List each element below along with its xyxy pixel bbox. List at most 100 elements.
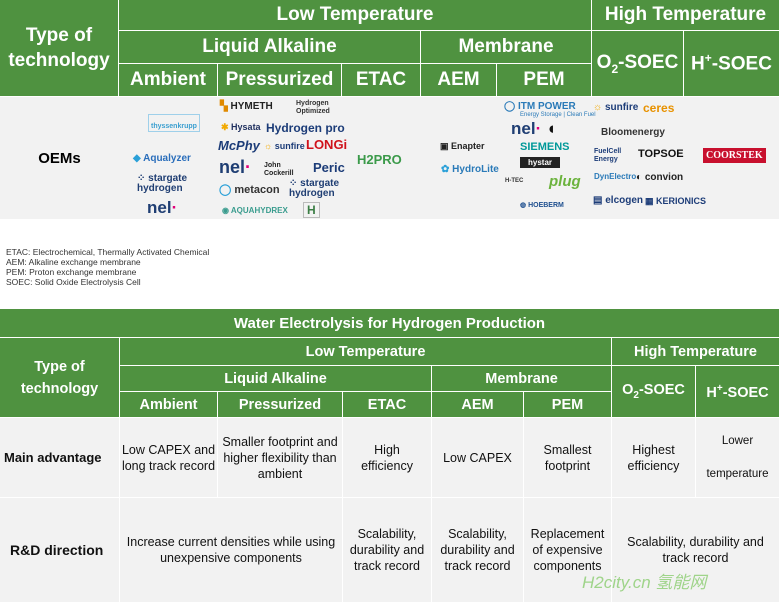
rd-direction-aem: Scalability, durability and track record	[432, 498, 524, 602]
metacon-icon: ◯	[219, 184, 235, 196]
bottom-title-text: Water Electrolysis for Hydrogen Producti…	[233, 314, 546, 332]
hydrolite-text: HydroLite	[452, 164, 499, 175]
rd-direction-pem-text: Replacement of expensive components	[530, 527, 605, 573]
top-low-temp-text: Low Temperature	[276, 4, 434, 25]
top-membrane-header: Membrane	[421, 31, 592, 64]
logo-hydrogen-optimized: Hydrogen Optimized	[296, 100, 330, 115]
stargate-pressurized-text: stargate hydrogen	[289, 178, 340, 199]
top-o2-soec-header: O2-SOEC	[592, 31, 684, 97]
hoeberm-icon: ◍	[520, 202, 529, 209]
bottom-etac-header: ETAC	[343, 392, 432, 418]
cummins-icon: ◖	[541, 119, 557, 138]
top-pressurized-text: Pressurized	[225, 69, 334, 90]
logo-john-cockerill: John Cockerill	[264, 162, 302, 178]
logo-thyssenkrupp: thyssenkrupp	[148, 114, 200, 132]
hydrolite-icon: ✿	[441, 164, 453, 175]
bottom-membrane-text: Membrane	[485, 370, 558, 387]
rd-direction-aem-text: Scalability, durability and track record	[440, 527, 515, 573]
top-aem-text: AEM	[437, 69, 480, 90]
logo-coorstek: COORSTEK	[703, 148, 766, 163]
main-advantage-pressurized: Smaller footprint and higher flexibility…	[218, 418, 343, 498]
enapter-icon: ▣	[440, 141, 452, 151]
top-corner-text: Type of technology	[8, 25, 110, 71]
logo-hystar: hystar	[520, 157, 561, 168]
o2-subscript: 2	[611, 61, 619, 76]
logo-siemens: SIEMENS	[520, 141, 570, 153]
watermark: H2city.cn 氢能网	[582, 573, 707, 592]
logo-elcogen: ▤ elcogen	[593, 195, 643, 206]
sunfire-soec-text: sunfire	[604, 102, 639, 113]
top-ambient-text: Ambient	[130, 69, 206, 90]
top-h-soec-header: H+-SOEC	[684, 31, 779, 97]
logo-htec: H-TEC	[505, 178, 524, 184]
top-liquid-alkaline-text: Liquid Alkaline	[202, 36, 337, 57]
rd-direction-soec-text: Scalability, durability and track record	[627, 535, 764, 565]
bottom-pressurized-header: Pressurized	[218, 392, 343, 418]
note-aem: AEM: Alkaline exchange membrane	[6, 257, 141, 267]
bottom-aem-text: AEM	[461, 396, 494, 413]
logo-h2pro: H2PRO	[357, 152, 402, 167]
aqualyzer-text: Aqualyzer	[143, 153, 191, 164]
nel-pem-text: nel	[511, 119, 536, 138]
nel-dot-icon: ·	[171, 198, 178, 217]
o2-subscript: 2	[633, 389, 639, 401]
logo-stargate-pressurized: ⁘ stargate hydrogen	[289, 179, 344, 199]
convion-icon: ◐	[636, 172, 645, 183]
john-cockerill-text: John Cockerill	[264, 162, 294, 177]
logo-sunfire-pressurized: ☼ sunfire	[264, 141, 305, 151]
main-advantage-ambient-text: Low CAPEX and long track record	[121, 442, 216, 473]
main-advantage-aem-text: Low CAPEX	[443, 450, 512, 465]
top-high-temp-text: High Temperature	[604, 4, 767, 25]
bottom-membrane-header: Membrane	[432, 366, 612, 392]
logo-convion: ◐ convion	[636, 172, 683, 183]
bottom-h-soec-header: H+-SOEC	[696, 366, 779, 418]
logo-hoeberm: ◍ HOEBERM	[520, 201, 564, 209]
main-advantage-h-soec-text-a: Lower	[721, 434, 754, 447]
rd-direction-etac-text: Scalability, durability and track record	[349, 527, 425, 573]
bottom-liquid-alkaline-header: Liquid Alkaline	[120, 366, 432, 392]
main-advantage-etac: High efficiency	[343, 418, 432, 498]
rd-direction-pem: Replacement of expensive components	[524, 498, 612, 602]
note-pem: PEM: Proton exchange membrane	[6, 267, 137, 277]
bottom-liquid-alkaline-text: Liquid Alkaline	[224, 370, 327, 387]
oems-label-text: OEMs	[38, 149, 81, 167]
nel-ambient-text: nel	[147, 198, 172, 217]
convion-text: convion	[644, 172, 684, 183]
logo-plug: plug	[549, 173, 581, 190]
rd-direction-soec: Scalability, durability and track record	[612, 498, 779, 602]
top-pem-text: PEM	[523, 69, 565, 90]
rd-direction-ambient-pressurized-text: Increase current densities while using u…	[126, 535, 336, 565]
logo-dynelectro: DynElectro	[594, 172, 637, 181]
top-low-temp-header: Low Temperature	[119, 0, 592, 31]
main-advantage-etac-text: High efficiency	[361, 442, 413, 473]
logo-nel-ambient: nel·	[147, 198, 177, 218]
hysata-icon: ✱	[221, 122, 232, 132]
top-corner-header: Type of technology	[0, 0, 119, 97]
hymeth-icon: ▚	[220, 101, 231, 112]
logo-metacon: ◯ metacon	[219, 183, 280, 196]
bottom-pressurized-text: Pressurized	[238, 396, 322, 413]
rd-direction-label-text: R&D direction	[10, 542, 104, 558]
logo-itm-power: ◯ ITM POWER	[504, 101, 576, 112]
hoeberm-text: HOEBERM	[528, 202, 564, 209]
main-advantage-pem-text: Smallest footprint	[543, 442, 592, 473]
nel-pressurized-text: nel	[219, 157, 246, 177]
stargate-ambient-text: stargate hydrogen	[137, 173, 188, 194]
aqualyzer-icon: ◆	[133, 153, 144, 164]
oems-label: OEMs	[0, 97, 119, 219]
bottom-low-temp-text: Low Temperature	[305, 343, 426, 360]
nel-dot-icon: ·	[535, 119, 542, 138]
main-advantage-h-soec: Lower temperature	[696, 418, 779, 498]
logo-sunfire-soec: ☼ sunfire	[593, 102, 638, 113]
logo-hysata: ✱ Hysata	[221, 122, 261, 133]
logo-hydrolite: ✿ HydroLite	[441, 164, 499, 175]
bottom-title: Water Electrolysis for Hydrogen Producti…	[0, 309, 779, 338]
bottom-pem-text: PEM	[551, 396, 584, 413]
h-superscript: +	[704, 51, 712, 66]
top-o2-soec-text: O2-SOEC	[596, 51, 679, 76]
top-h-soec-text: H+-SOEC	[691, 51, 772, 75]
top-membrane-text: Membrane	[458, 36, 554, 57]
main-advantage-h-soec-text-b: temperature	[706, 468, 769, 481]
main-advantage-pressurized-text: Smaller footprint and higher flexibility…	[222, 434, 338, 481]
main-advantage-o2-soec-text: Highest efficiency	[627, 442, 680, 473]
